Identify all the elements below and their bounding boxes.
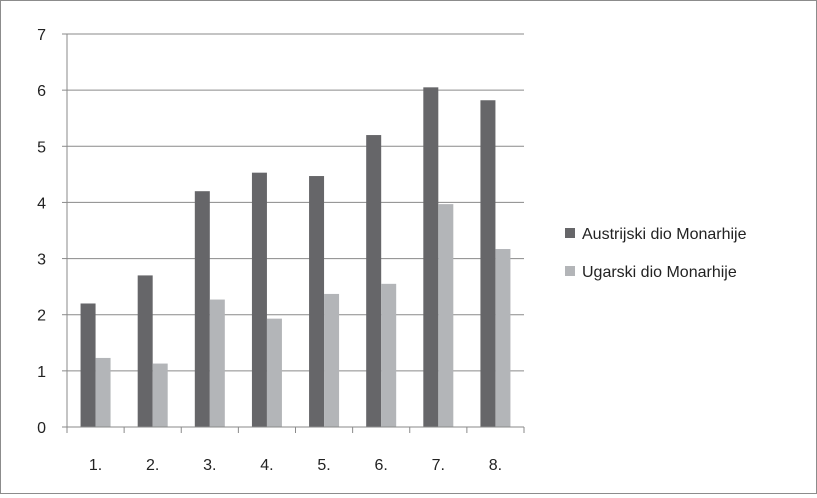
bars <box>80 87 511 428</box>
bar-austrijski-3 <box>194 191 210 427</box>
bar-ugarski-3 <box>209 299 225 427</box>
bar-ugarski-1 <box>95 357 111 427</box>
bar-ugarski-2 <box>152 363 168 427</box>
bar-ugarski-4 <box>266 318 282 427</box>
bar-austrijski-4 <box>251 172 267 427</box>
gridlines <box>67 33 524 372</box>
bar-austrijski-8 <box>480 100 496 428</box>
bar-austrijski-6 <box>366 135 382 428</box>
y-tick-labels: 0 1 2 3 4 5 6 7 <box>37 27 46 437</box>
y-tick-label: 2 <box>37 308 46 325</box>
y-tick-label: 7 <box>37 27 46 44</box>
legend-swatch <box>565 266 575 276</box>
bar-ugarski-7 <box>438 204 454 427</box>
bar-austrijski-7 <box>423 87 439 427</box>
bar-austrijski-5 <box>309 176 325 427</box>
x-tick-label: 4. <box>260 457 273 474</box>
y-tick-label: 3 <box>37 252 46 269</box>
bar-ugarski-5 <box>324 293 340 427</box>
bar-austrijski-1 <box>80 303 96 427</box>
x-tick-label: 1. <box>89 457 102 474</box>
x-tick-label: 6. <box>375 457 388 474</box>
y-tick-label: 1 <box>37 364 46 381</box>
legend: Austrijski dio Monarhije Ugarski dio Mona… <box>565 226 747 281</box>
bar-austrijski-2 <box>137 275 153 427</box>
y-tick-label: 6 <box>37 83 46 100</box>
y-tick-label: 0 <box>37 420 46 437</box>
y-tick-label: 5 <box>37 139 46 156</box>
x-tick-label: 3. <box>203 457 216 474</box>
bar-ugarski-6 <box>381 283 397 427</box>
x-tick-label: 7. <box>432 457 445 474</box>
legend-swatch <box>565 228 575 238</box>
legend-label: Austrijski dio Monarhije <box>582 226 747 243</box>
bar-ugarski-8 <box>495 249 511 427</box>
x-tick-labels: 1. 2. 3. 4. 5. 6. 7. 8. <box>89 457 502 474</box>
y-tick-label: 4 <box>37 195 46 212</box>
axes <box>62 33 525 433</box>
x-tick-label: 2. <box>146 457 159 474</box>
x-tick-label: 5. <box>317 457 330 474</box>
x-tick-label: 8. <box>489 457 502 474</box>
legend-label: Ugarski dio Monarhije <box>582 264 737 281</box>
